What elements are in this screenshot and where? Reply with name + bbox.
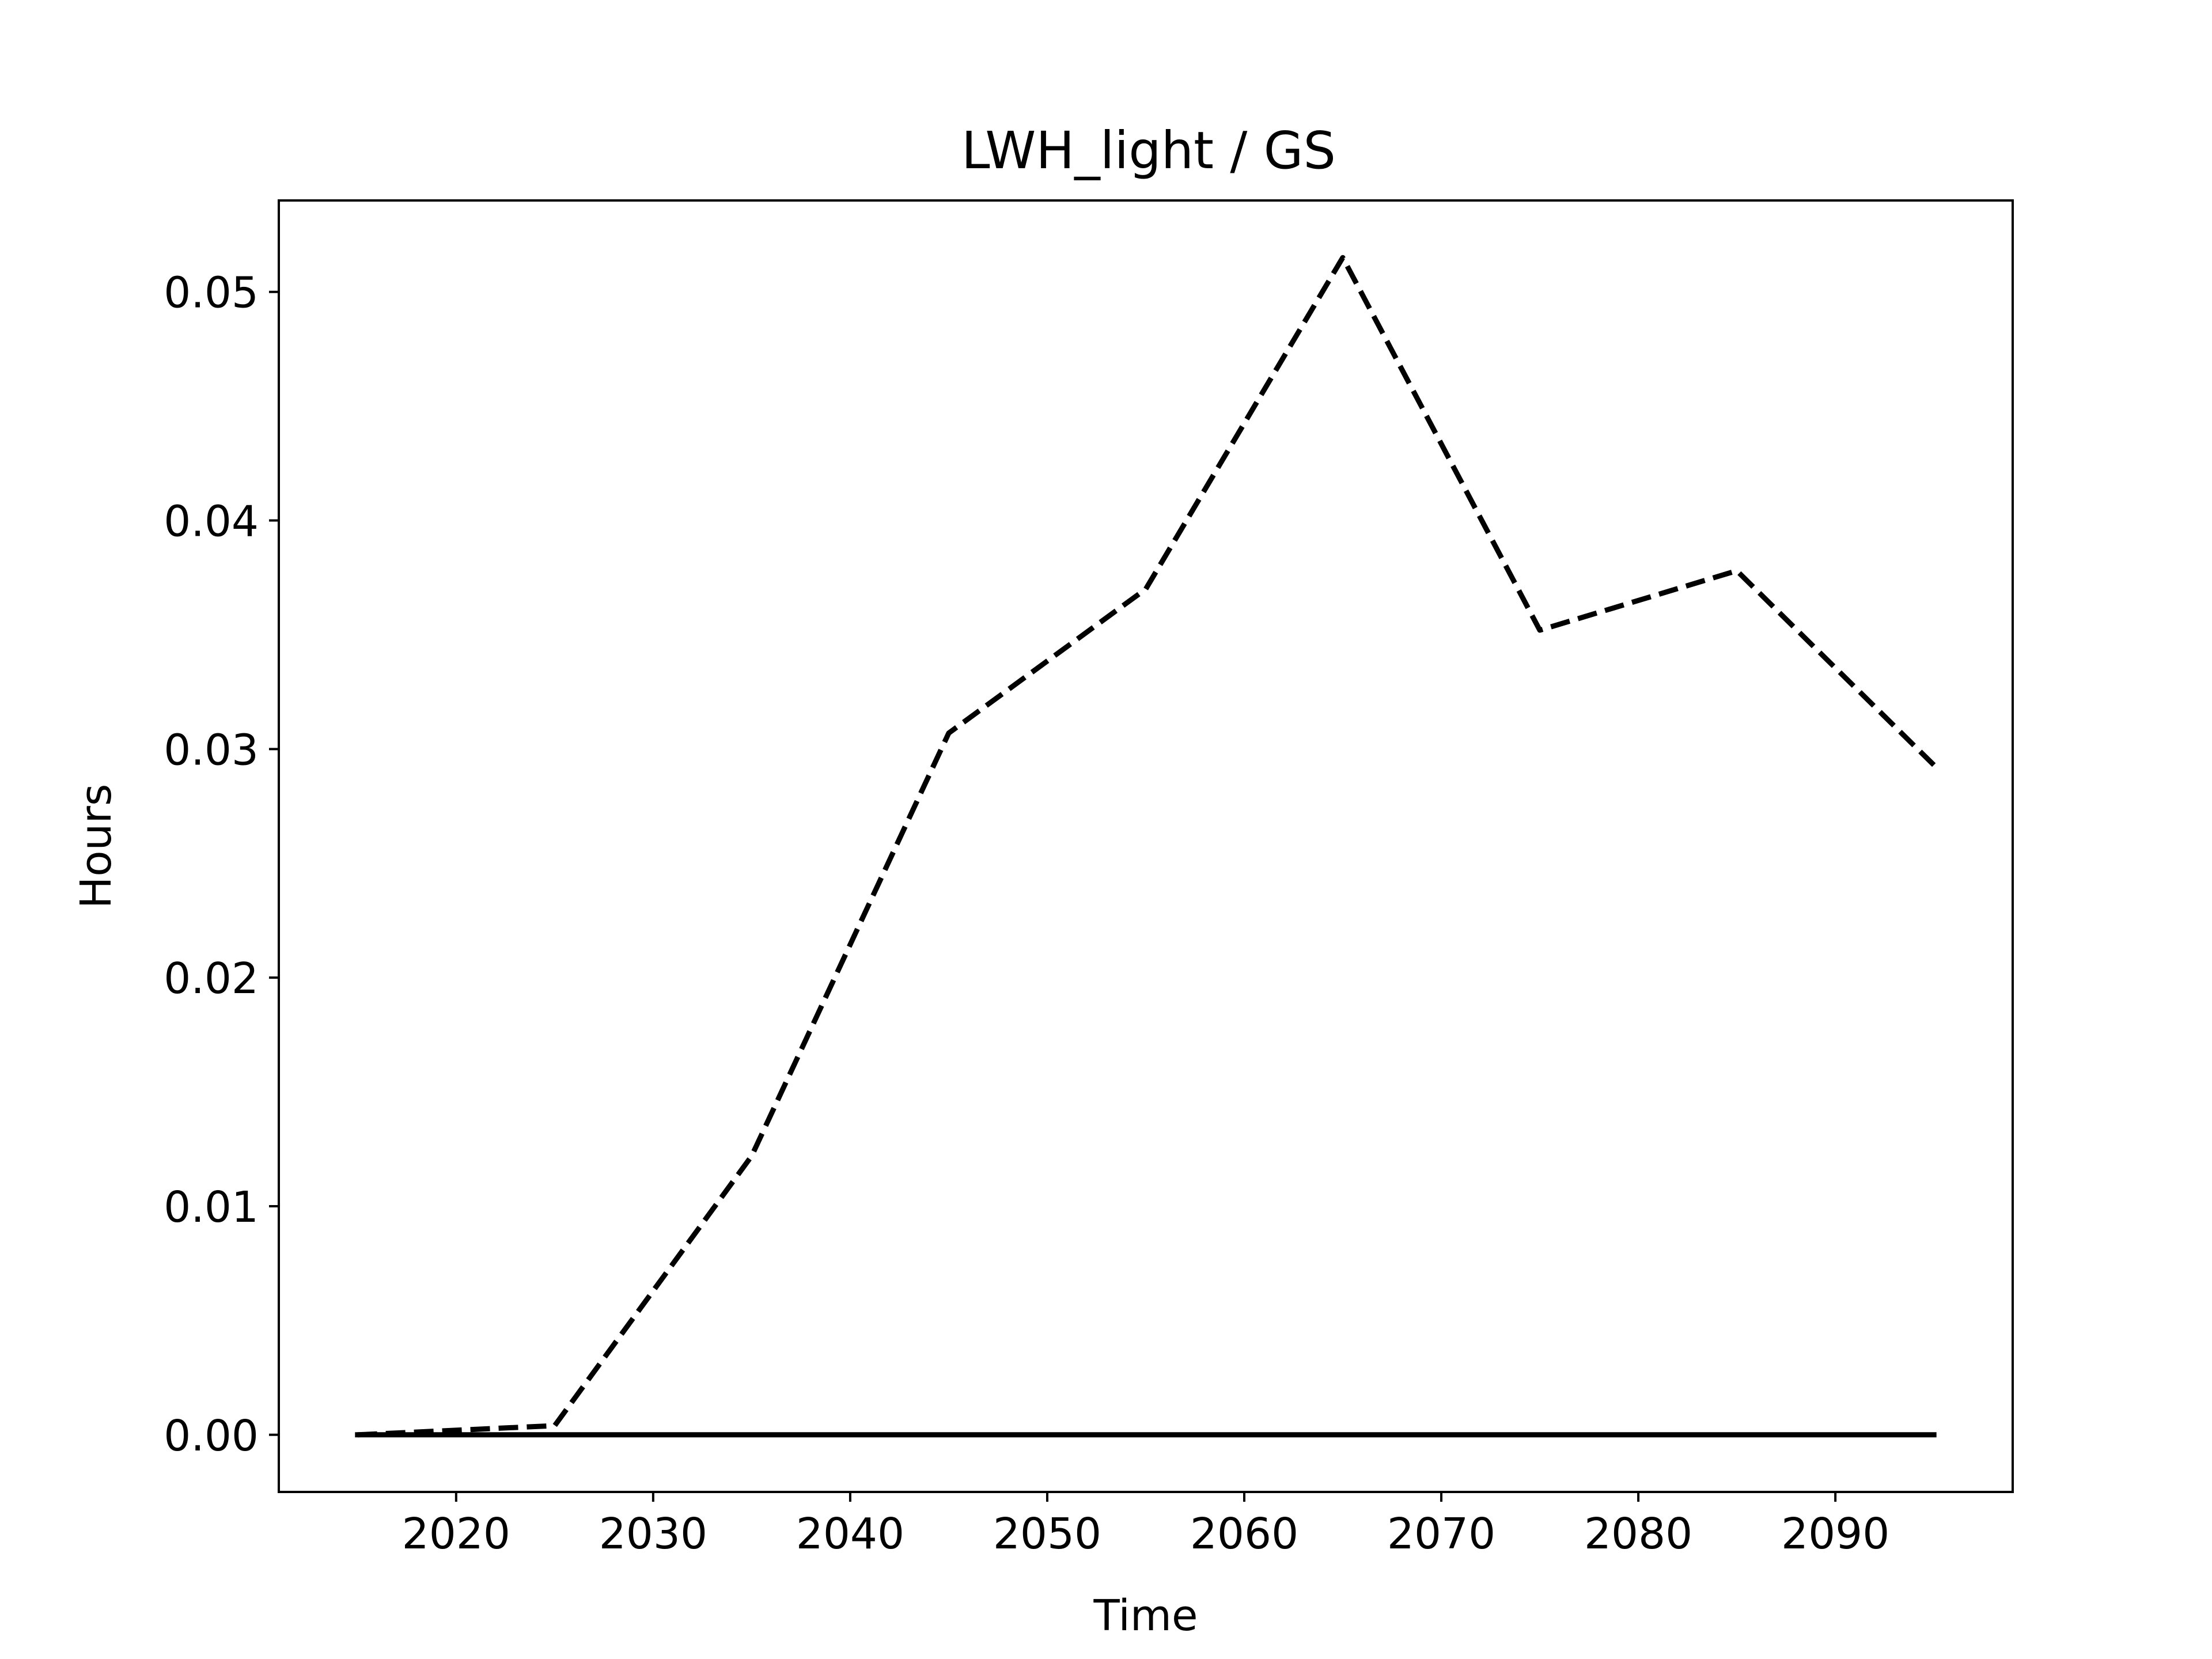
x-tick-label: 2030 — [599, 1509, 707, 1559]
y-tick-label: 0.02 — [164, 954, 259, 1003]
x-tick-label: 2070 — [1387, 1509, 1495, 1559]
y-axis: 0.00 0.01 0.02 0.03 0.04 0.05 — [164, 268, 279, 1461]
y-tick-label: 0.01 — [164, 1183, 259, 1232]
y-tick-label: 0.00 — [164, 1411, 259, 1461]
x-tick-label: 2080 — [1584, 1509, 1692, 1559]
chart-title: LWH_light / GS — [961, 120, 1336, 180]
y-tick-label: 0.05 — [164, 268, 259, 318]
x-tick-label: 2050 — [993, 1509, 1101, 1559]
x-tick-label: 2090 — [1781, 1509, 1889, 1559]
x-tick-label: 2020 — [402, 1509, 510, 1559]
y-tick-label: 0.03 — [164, 725, 259, 775]
y-tick-label: 0.04 — [164, 497, 259, 547]
y-axis-label: Hours — [71, 784, 121, 909]
plot-frame — [278, 199, 2014, 1493]
series-layer — [355, 255, 1937, 1438]
x-tick-label: 2040 — [796, 1509, 904, 1559]
x-axis-label: Time — [1093, 1591, 1198, 1641]
series-line-1-dashed — [357, 255, 1936, 1438]
x-tick-label: 2060 — [1190, 1509, 1298, 1559]
x-axis: 2020 2030 2040 2050 2060 2070 2080 2090 — [402, 1492, 1889, 1559]
